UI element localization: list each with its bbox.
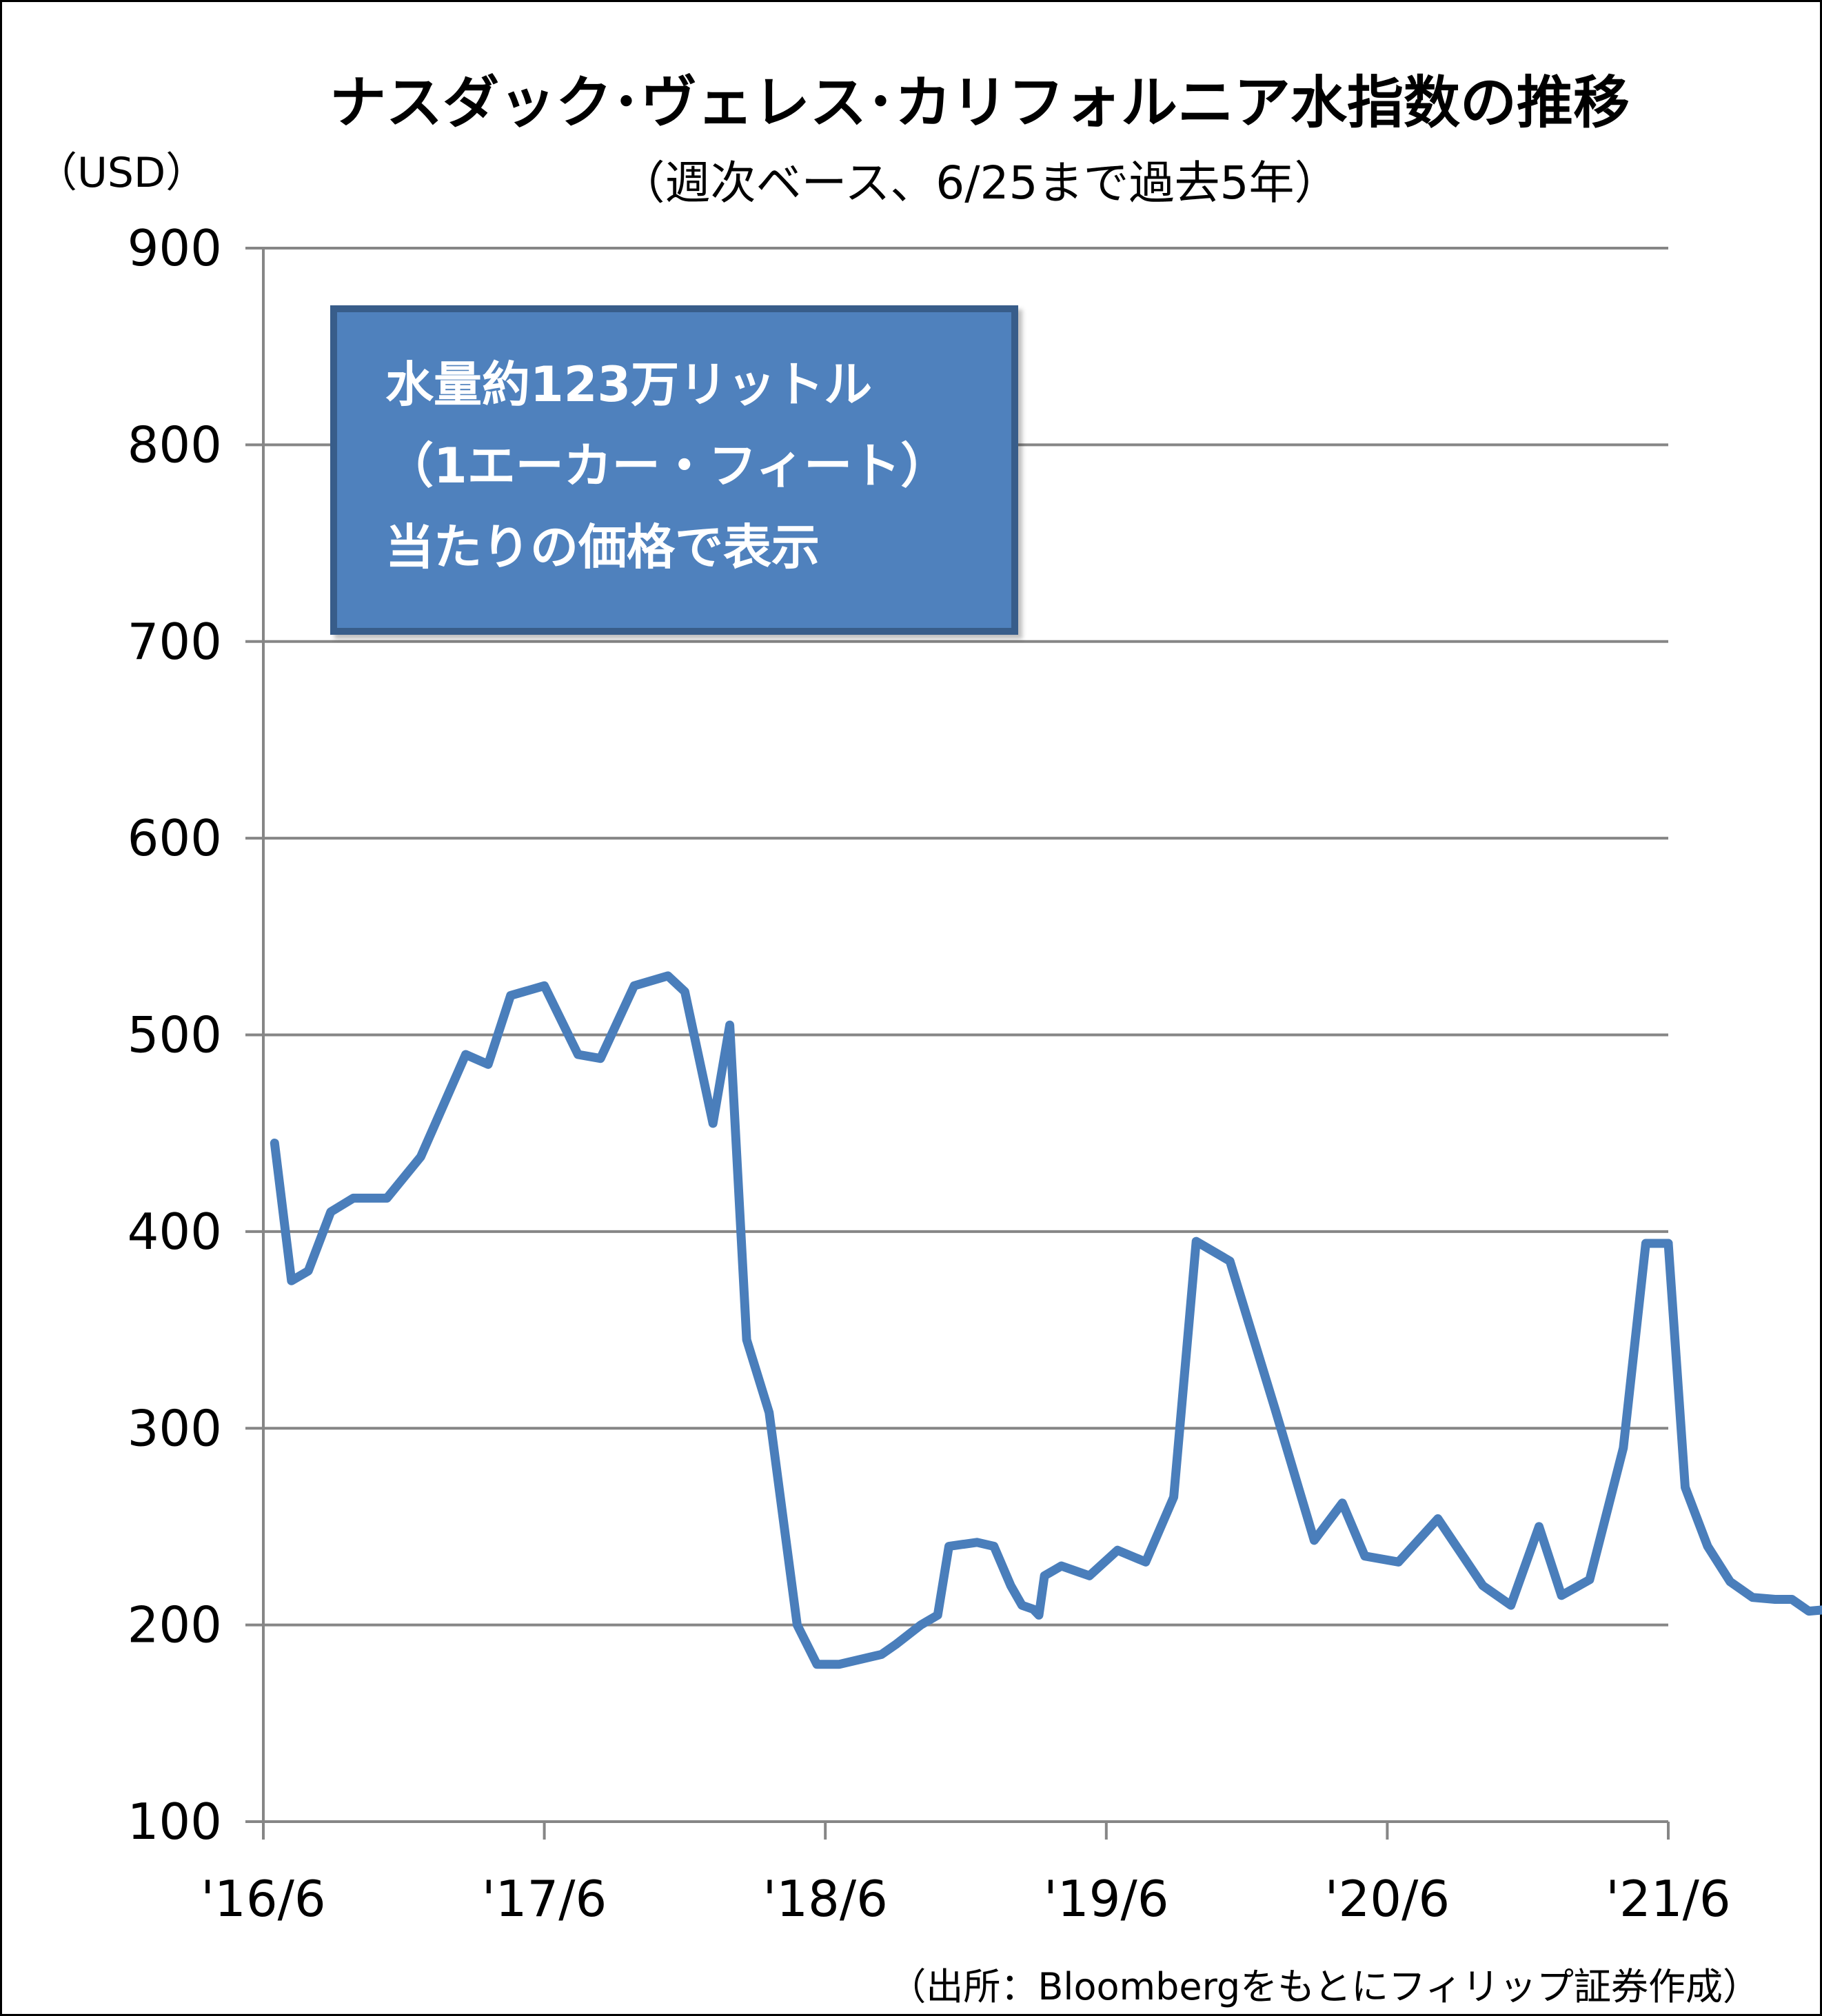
annotation-line-3: 当たりの価格で表示	[385, 519, 820, 576]
x-tick-label: '17/6	[482, 1870, 607, 1928]
y-tick-label: 400	[128, 1203, 222, 1261]
y-tick-label: 200	[128, 1596, 222, 1654]
y-axis-unit-label: （USD）	[36, 149, 207, 197]
annotation-line-2: （1エーカー・フィート）	[385, 438, 949, 494]
chart-subtitle: （週次ベース、6/25まで過去5年）	[619, 156, 1340, 210]
y-tick-label: 500	[128, 1006, 222, 1064]
y-tick-label: 300	[128, 1399, 222, 1457]
y-tick-label: 100	[128, 1793, 222, 1851]
x-tick-label: '16/6	[201, 1870, 325, 1928]
x-tick-label: '19/6	[1044, 1870, 1168, 1928]
x-tick-label: '20/6	[1325, 1870, 1450, 1928]
series-line	[1663, 1239, 1822, 1616]
source-note: （出所：Bloombergをもとにフィリップ証券作成）	[889, 1965, 1760, 2008]
y-tick-label: 700	[128, 613, 222, 671]
x-tick-label: '21/6	[1606, 1870, 1730, 1928]
y-tick-label: 800	[128, 416, 222, 474]
y-tick-label: 600	[128, 809, 222, 867]
annotation-line-1: 水量約123万リットル	[385, 356, 873, 413]
annotation-box: 水量約123万リットル （1エーカー・フィート） 当たりの価格で表示	[330, 305, 1018, 635]
y-tick-label: 900	[128, 219, 222, 277]
chart-title: ナスダック･ヴェレス･カリフォルニア水指数の推移	[329, 70, 1630, 136]
x-tick-label: '18/6	[762, 1870, 887, 1928]
series-line	[270, 971, 1673, 1669]
